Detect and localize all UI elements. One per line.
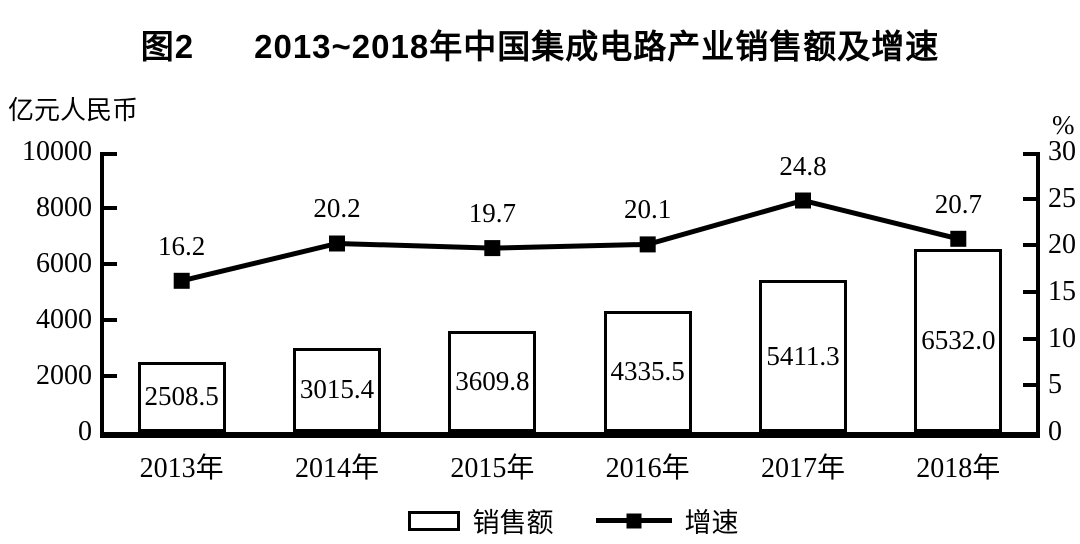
right-axis-tick (1023, 290, 1036, 294)
sales-value-label: 5411.3 (766, 340, 840, 371)
figure-number: 图2 (140, 28, 195, 65)
sales-value-label: 2508.5 (144, 381, 219, 412)
right-axis-tick-label: 5 (1048, 369, 1062, 401)
right-axis-tick-label: 30 (1048, 136, 1076, 167)
right-axis-tick-label: 20 (1048, 229, 1076, 261)
growth-marker-icon (626, 513, 641, 528)
x-axis-category-label: 2015年 (450, 453, 535, 484)
growth-value-label: 16.2 (158, 230, 206, 261)
growth-marker (173, 272, 190, 289)
sales-value-label: 6532.0 (921, 325, 996, 356)
x-axis-category-label: 2014年 (294, 453, 379, 484)
legend-label-sales: 销售额 (472, 508, 554, 538)
legend-label-growth: 增速 (684, 508, 739, 538)
left-axis-tick (104, 206, 117, 210)
x-axis-category-label: 2016年 (605, 453, 690, 484)
legend: 销售额 增速 (33, 501, 1080, 540)
right-axis-tick-label: 10 (1048, 322, 1076, 354)
sales-bar: 3609.8 (448, 330, 537, 432)
sales-value-label: 4335.5 (610, 355, 685, 386)
growth-marker (639, 236, 656, 253)
left-axis-tick-label: 4000 (36, 304, 92, 335)
chart-title: 图2 2013~2018年中国集成电路产业销售额及增速 (0, 20, 1080, 68)
growth-value-label: 20.1 (624, 194, 672, 225)
right-axis-tick (1023, 196, 1036, 201)
right-axis-tick-label: 25 (1048, 182, 1076, 214)
sales-bar: 2508.5 (137, 361, 226, 432)
growth-value-label: 24.8 (779, 150, 827, 181)
plot-area: 2508.5 3015.4 3609.8 4335.5 5411.3 6532.0 16.2… (100, 150, 1040, 438)
sales-bar: 3015.4 (293, 347, 381, 432)
legend-item-growth: 增速 (595, 501, 739, 540)
left-axis-tick-label: 2000 (36, 360, 92, 391)
x-axis-category-label: 2017年 (760, 453, 845, 484)
sales-bar: 5411.3 (759, 280, 847, 432)
left-axis-unit-label: 亿元人民币 (8, 95, 139, 125)
left-axis-tick (104, 318, 117, 322)
title-text: 2013~2018年中国集成电路产业销售额及增速 (254, 28, 940, 65)
growth-line-chart (173, 192, 967, 289)
x-axis-labels: 2013年 2014年 2015年 2016年 2017年 2018年 (104, 452, 1036, 486)
growth-value-label: 20.2 (313, 193, 361, 224)
sales-bar-swatch-icon (407, 510, 460, 531)
right-axis-unit-label: % (1052, 110, 1075, 140)
x-axis-category-label: 2013年 (139, 453, 224, 484)
growth-line (181, 197, 959, 284)
left-axis-tick (104, 152, 117, 156)
left-axis-tick (104, 374, 117, 378)
growth-marker (795, 192, 811, 209)
left-axis-tick-label: 6000 (36, 248, 92, 279)
sales-value-label: 3015.4 (299, 374, 375, 405)
plot-inner: 2508.5 3015.4 3609.8 4335.5 5411.3 6532.0 16.2… (104, 150, 1036, 432)
growth-marker (484, 240, 501, 257)
right-axis-tick-label: 0 (1048, 416, 1062, 447)
right-axis-tick (1023, 152, 1036, 156)
right-axis-tick (1023, 243, 1036, 248)
left-axis-tick-label: 0 (78, 416, 92, 447)
right-axis-tick (1023, 336, 1036, 341)
growth-line-swatch-icon (595, 513, 672, 528)
sales-value-label: 3609.8 (455, 365, 530, 396)
left-axis-tick-label: 8000 (36, 192, 92, 223)
x-axis-category-label: 2018年 (916, 453, 1001, 484)
right-axis-tick-label: 15 (1048, 276, 1076, 307)
growth-value-label: 19.7 (468, 198, 516, 229)
left-axis-tick-label: 10000 (22, 136, 92, 167)
sales-bar: 6532.0 (914, 249, 1003, 432)
right-axis-tick (1023, 383, 1036, 388)
growth-marker (950, 230, 967, 247)
legend-item-sales: 销售额 (407, 501, 554, 540)
left-axis-tick (104, 262, 117, 266)
growth-value-label: 20.7 (934, 188, 982, 219)
sales-bar: 4335.5 (603, 310, 692, 432)
growth-marker (329, 235, 345, 252)
